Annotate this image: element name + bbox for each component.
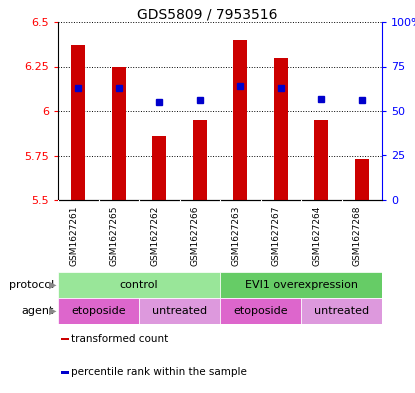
Bar — [220, 298, 301, 324]
Text: EVI1 overexpression: EVI1 overexpression — [244, 280, 357, 290]
Bar — [233, 40, 247, 200]
Bar — [193, 120, 207, 200]
Text: protocol: protocol — [9, 280, 54, 290]
Text: GSM1627264: GSM1627264 — [312, 206, 321, 266]
Text: ▶: ▶ — [49, 280, 56, 290]
Text: etoposide: etoposide — [233, 306, 288, 316]
Text: GSM1627261: GSM1627261 — [69, 206, 78, 266]
Bar — [61, 338, 69, 340]
Text: GSM1627265: GSM1627265 — [110, 206, 119, 266]
Bar — [273, 58, 288, 200]
Text: GSM1627267: GSM1627267 — [272, 206, 281, 266]
Text: GSM1627268: GSM1627268 — [353, 206, 362, 266]
Text: control: control — [120, 280, 158, 290]
Bar — [112, 66, 126, 200]
Bar — [301, 298, 382, 324]
Text: GSM1627263: GSM1627263 — [231, 206, 240, 266]
Bar — [71, 45, 85, 200]
Bar — [152, 136, 166, 200]
Text: untreated: untreated — [314, 306, 369, 316]
Bar — [58, 298, 139, 324]
Bar — [139, 298, 220, 324]
Bar — [220, 272, 382, 298]
Bar — [355, 159, 369, 200]
Text: GDS5809 / 7953516: GDS5809 / 7953516 — [137, 8, 278, 22]
Text: ▶: ▶ — [49, 306, 56, 316]
Bar — [314, 120, 328, 200]
Text: percentile rank within the sample: percentile rank within the sample — [71, 367, 247, 377]
Bar — [58, 272, 220, 298]
Bar — [61, 371, 69, 373]
Text: GSM1627266: GSM1627266 — [191, 206, 200, 266]
Text: etoposide: etoposide — [71, 306, 126, 316]
Text: untreated: untreated — [152, 306, 207, 316]
Text: GSM1627262: GSM1627262 — [150, 206, 159, 266]
Text: agent: agent — [22, 306, 54, 316]
Text: transformed count: transformed count — [71, 334, 168, 344]
